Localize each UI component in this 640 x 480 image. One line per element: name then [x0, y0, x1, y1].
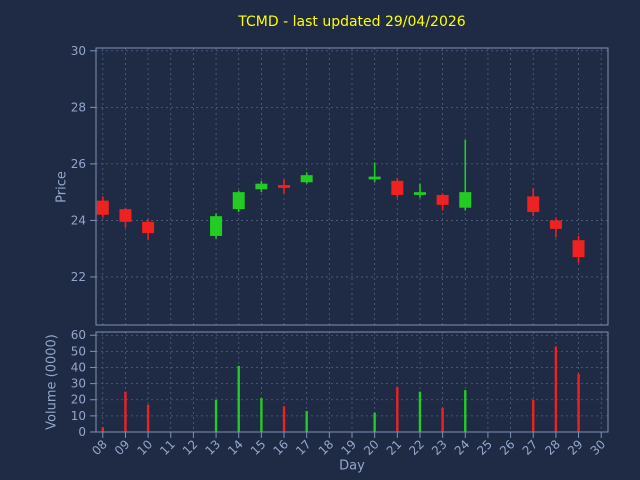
price-axis-label: Price: [54, 171, 70, 203]
price-tick-label: 26: [71, 157, 86, 171]
day-tick-label: 19: [338, 437, 359, 458]
candle-body: [436, 194, 449, 205]
price-tick-label: 22: [71, 270, 86, 284]
day-tick-label: 10: [135, 437, 156, 458]
candle-body: [255, 183, 268, 190]
candle-body: [368, 176, 381, 180]
day-tick-label: 17: [293, 437, 314, 458]
day-tick-label: 18: [316, 437, 337, 458]
price-tick-label: 30: [71, 44, 86, 58]
candle-body: [527, 196, 540, 212]
candle-body: [96, 200, 109, 215]
candle-body: [572, 240, 585, 258]
candle-body: [459, 192, 472, 208]
candle-body: [278, 185, 291, 188]
day-tick-label: 24: [452, 437, 473, 458]
price-plot-border: [95, 47, 609, 326]
day-tick-label: 30: [588, 437, 609, 458]
volume-tick-label: 10: [71, 409, 86, 423]
day-tick-label: 25: [474, 437, 495, 458]
day-tick-label: 20: [361, 437, 382, 458]
day-tick-label: 14: [225, 437, 246, 458]
day-tick-label: 23: [429, 437, 450, 458]
day-tick-label: 21: [384, 437, 405, 458]
volume-tick-label: 0: [78, 425, 86, 439]
day-tick-label: 29: [565, 437, 586, 458]
day-tick-label: 12: [180, 437, 201, 458]
day-tick-label: 22: [406, 437, 427, 458]
day-tick-label: 09: [112, 437, 133, 458]
day-tick-label: 15: [248, 437, 269, 458]
candle-body: [119, 209, 132, 222]
day-tick-label: 16: [270, 437, 291, 458]
candle-body: [142, 221, 155, 234]
candle-body: [300, 175, 313, 183]
volume-tick-label: 50: [71, 344, 86, 358]
day-axis-label: Day: [339, 458, 365, 474]
day-tick-label: 08: [89, 437, 110, 458]
volume-axis-label: Volume (0000): [44, 334, 60, 430]
candle-body: [391, 180, 404, 195]
day-tick-label: 27: [520, 437, 541, 458]
price-tick-label: 24: [71, 213, 86, 227]
candle-body: [232, 192, 245, 210]
day-tick-label: 13: [202, 437, 223, 458]
volume-tick-label: 30: [71, 377, 86, 391]
volume-tick-label: 60: [71, 328, 86, 342]
candle-body: [210, 216, 223, 236]
candle-body: [549, 220, 562, 229]
volume-tick-label: 20: [71, 393, 86, 407]
day-tick-label: 28: [542, 437, 563, 458]
day-tick-label: 26: [497, 437, 518, 458]
volume-tick-label: 40: [71, 360, 86, 374]
candle-body: [413, 192, 426, 195]
price-tick-label: 28: [71, 100, 86, 114]
chart-title: TCMD - last updated 29/04/2026: [238, 14, 466, 30]
day-tick-label: 11: [157, 437, 178, 458]
